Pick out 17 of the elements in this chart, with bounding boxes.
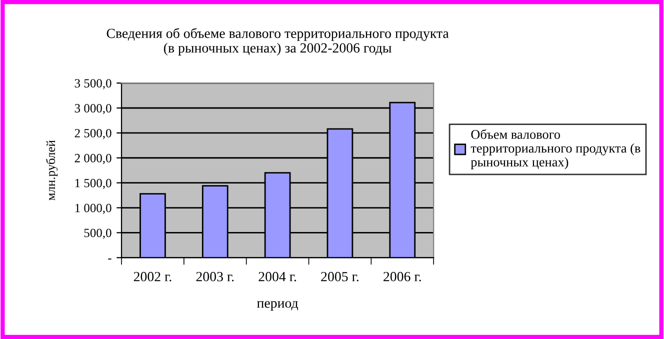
x-tick-label: 2002 г. bbox=[134, 272, 172, 282]
x-axis-title: период bbox=[257, 301, 298, 311]
x-tick-label: 2004 г. bbox=[258, 272, 296, 282]
chart-title: Сведения об объеме валового территориального продукта (в рыночных ценах) за 2002-2006 годы bbox=[106, 28, 449, 56]
y-tick-label: 1 000,0 bbox=[75, 204, 112, 214]
y-tick-label: 2 500,0 bbox=[74, 128, 112, 140]
y-tick-label: 1 500,0 bbox=[75, 178, 112, 190]
y-tick-label: 2 000,0 bbox=[74, 154, 112, 164]
y-tick-label: 3 500,0 bbox=[74, 79, 112, 90]
legend-label: Объем валового территориального продукта (в рыночных ценах) bbox=[470, 129, 640, 170]
x-tick-label: 2005 г. bbox=[321, 272, 358, 282]
y-tick-label: - bbox=[108, 258, 112, 260]
x-tick-label: 2006 г. bbox=[384, 272, 421, 282]
y-axis-title: млн.рублей bbox=[46, 140, 58, 200]
y-tick-label: 500,0 bbox=[84, 228, 112, 239]
x-tick-label: 2003 г. bbox=[196, 272, 234, 282]
y-tick-label: 3 000,0 bbox=[74, 104, 112, 114]
